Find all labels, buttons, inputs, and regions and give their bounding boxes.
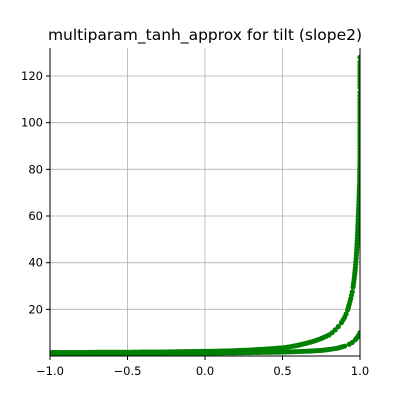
y-tick-label-2: 60 (28, 209, 43, 223)
chart-title: multiparam_tanh_approx for tilt (slope2) (48, 26, 362, 45)
data-point-s0-48 (357, 89, 360, 95)
data-layer (50, 54, 360, 356)
x-tick-label-4: 1.0 (351, 364, 369, 378)
y-tick-label-5: 120 (21, 69, 43, 83)
data-points (50, 54, 360, 356)
y-tick-label-1: 40 (28, 256, 43, 270)
y-tick-label-4: 100 (21, 116, 43, 130)
data-point-s0-52 (357, 54, 360, 60)
y-tick-label-0: 20 (28, 302, 43, 316)
data-point-s1-14 (341, 343, 348, 349)
x-tick-label-2: 0.0 (196, 364, 214, 378)
data-point-s1-20 (357, 330, 360, 336)
data-point-s0-27 (343, 311, 349, 317)
data-point-s0-24 (335, 324, 341, 330)
data-point-s0-51 (357, 59, 360, 65)
x-tick-label-3: 0.5 (273, 364, 291, 378)
data-point-s0-31 (349, 289, 355, 295)
y-tick-label-3: 80 (28, 162, 43, 176)
axes-layer: −1.0 −0.5 0.0 0.5 1.0 20 40 60 80 100 120 (21, 48, 369, 378)
x-tick-label-0: −1.0 (36, 364, 64, 378)
x-tick-label-1: −0.5 (114, 364, 142, 378)
data-point-s0-23 (332, 327, 338, 333)
